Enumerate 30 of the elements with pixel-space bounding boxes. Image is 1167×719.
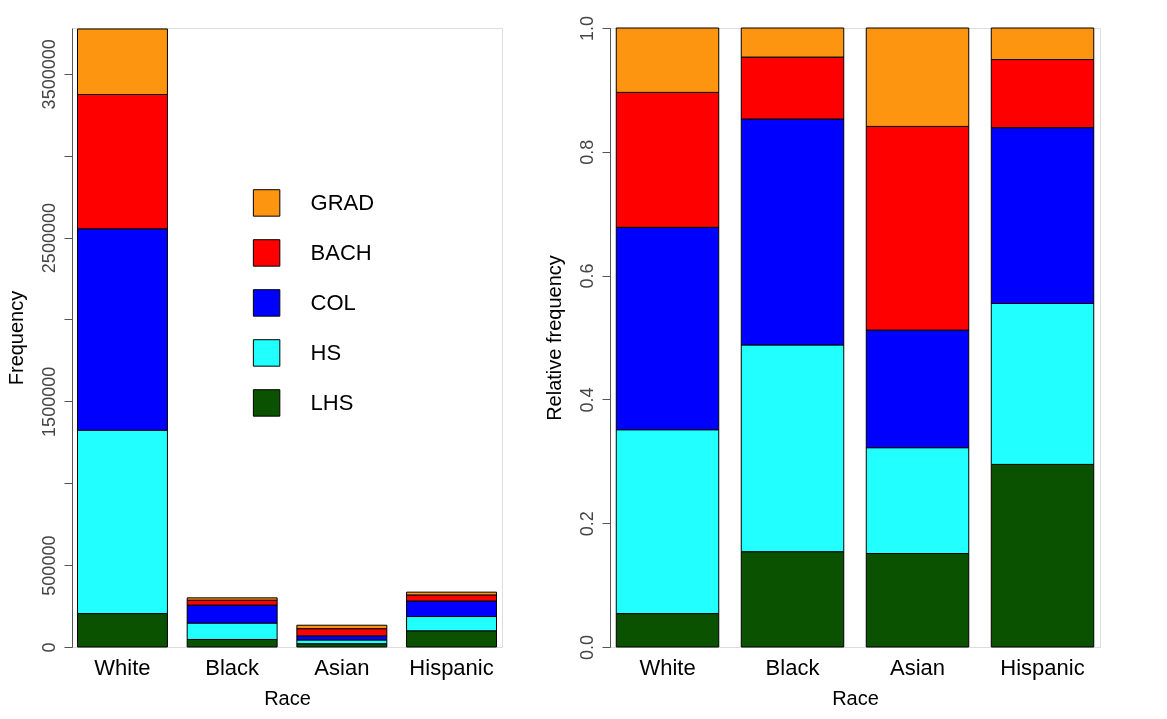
bar: [296, 628, 388, 637]
y-axis-title: Relative frequency: [542, 255, 565, 421]
x-tick-label: Black: [205, 654, 261, 680]
y-tick-label: 0.2: [576, 511, 597, 537]
x-tick-label: White: [639, 654, 696, 680]
bar: [296, 643, 388, 648]
y-tick-label: 0.8: [576, 139, 597, 165]
x-tick-label: Asian: [314, 654, 370, 680]
x-tick-label: White: [94, 654, 151, 680]
y-tick-label: 3500000: [38, 39, 59, 110]
y-tick-label: 2500000: [38, 203, 59, 274]
y-tick-label: 0.0: [576, 634, 597, 661]
legend-label: BACH: [310, 239, 372, 265]
x-tick-label: Black: [765, 654, 821, 680]
y-tick-label: 1.0: [576, 15, 597, 42]
x-tick-label: Asian: [889, 654, 946, 680]
x-axis-title: Race: [264, 686, 311, 709]
y-tick-label: 1500000: [38, 366, 59, 437]
y-tick-label: 0.6: [576, 263, 597, 289]
x-tick-label: Hispanic: [409, 654, 494, 680]
legend-label: HS: [310, 339, 342, 365]
y-tick-label: 500000: [38, 535, 59, 596]
legend-label: LHS: [310, 389, 354, 415]
legend-label: COL: [310, 289, 356, 315]
x-tick-label: Hispanic: [1000, 654, 1085, 680]
legend-label: GRAD: [310, 189, 375, 215]
x-axis-title: Race: [832, 686, 879, 709]
y-axis-title: Frequency: [4, 290, 27, 386]
y-tick-label: 0: [38, 642, 59, 653]
y-tick-label: 0.4: [576, 387, 597, 413]
